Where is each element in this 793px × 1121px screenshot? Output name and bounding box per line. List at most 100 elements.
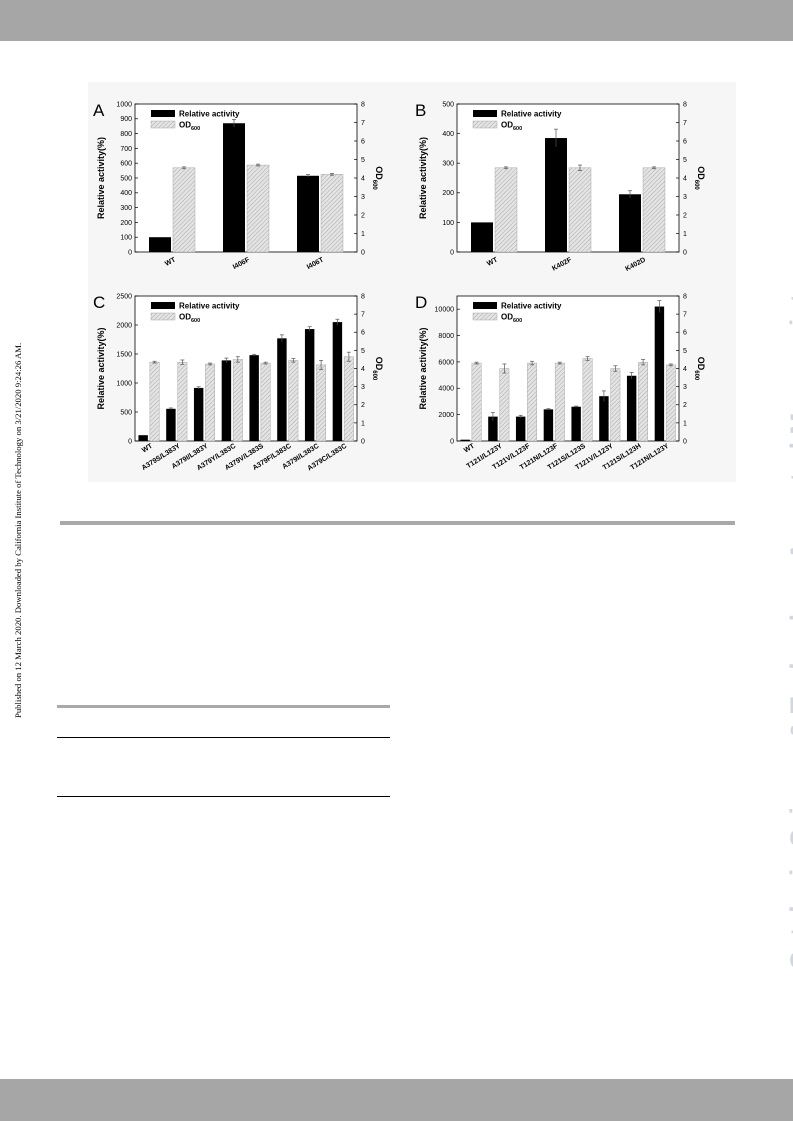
- y2-tick-label: 0: [361, 249, 365, 256]
- y2-axis-title: OD600: [693, 166, 706, 190]
- y2-tick-label: 7: [361, 312, 365, 319]
- y2-axis-title-main: OD: [374, 357, 384, 371]
- y-tick-label: 100: [120, 235, 132, 242]
- bar-relative-activity: [221, 360, 232, 441]
- y2-tick-label: 8: [683, 101, 687, 108]
- y-tick-label: 500: [120, 409, 132, 416]
- bar-od600: [172, 167, 196, 253]
- y-tick-label: 400: [120, 190, 132, 197]
- bar-od600: [320, 174, 344, 253]
- y-tick-label: 1000: [116, 101, 132, 108]
- legend-label-od600-main: OD: [501, 313, 513, 322]
- y-axis-title: Relative activity(%): [418, 137, 428, 219]
- bar-relative-activity: [654, 306, 665, 441]
- y2-axis-title-sub: 600: [371, 180, 377, 191]
- y-tick-label: 0: [128, 249, 132, 256]
- y-tick-label: 300: [120, 205, 132, 212]
- panel-letter: D: [415, 293, 427, 312]
- y2-tick-label: 2: [683, 402, 687, 409]
- bar-relative-activity: [193, 387, 204, 441]
- y2-tick-label: 6: [683, 138, 687, 145]
- legend-label-od600: OD600: [501, 121, 522, 133]
- chart-panel-c: 0 500 1000 1500 2000 2500 0 1 2 3 4 5 6 7 8 Relative ac…: [93, 293, 384, 472]
- accepted-manuscript-watermark: Catalysis Science & Technology Accepted …: [785, 293, 793, 970]
- chart-panel-b: 0 100 200 300 400 500 0 1 2 3 4 5 6 7 8 Relative activi…: [415, 101, 706, 273]
- bar-relative-activity: [304, 329, 315, 441]
- y-tick-label: 400: [442, 131, 454, 138]
- plot-frame: [134, 103, 358, 253]
- y2-axis-title: OD600: [693, 357, 706, 381]
- top-gray-bar: [0, 0, 793, 41]
- bar-od600: [494, 167, 518, 253]
- panel-letter: A: [93, 101, 105, 120]
- legend-swatch-relative-activity: [151, 110, 175, 117]
- bar-relative-activity: [488, 416, 498, 441]
- legend-swatch-od600: [472, 120, 498, 129]
- y2-tick-label: 7: [683, 120, 687, 127]
- legend-swatch-relative-activity: [151, 302, 175, 309]
- chart-panel-d: 0 2000 4000 6000 8000 10000 0 1 2 3 4 5 6 7 8 Relative …: [415, 293, 706, 472]
- bar-od600: [527, 362, 538, 442]
- y-tick-label: 1500: [116, 351, 132, 358]
- y2-axis-title-main: OD: [696, 166, 706, 180]
- bar-relative-activity: [149, 237, 171, 252]
- y-tick-label: 700: [120, 146, 132, 153]
- x-category-label: WT: [463, 442, 477, 454]
- bar-od600: [665, 364, 676, 442]
- legend-label-relative-activity: Relative activity: [179, 110, 240, 119]
- y2-tick-label: 7: [683, 312, 687, 319]
- bar-relative-activity: [249, 355, 259, 441]
- bar-relative-activity: [543, 409, 554, 441]
- bar-od600: [568, 167, 592, 253]
- bar-relative-activity: [277, 338, 287, 441]
- y2-axis-title-sub: 600: [693, 180, 699, 191]
- y-tick-label: 0: [128, 438, 132, 445]
- y2-tick-label: 2: [361, 402, 365, 409]
- y2-tick-label: 1: [683, 420, 687, 427]
- bar-relative-activity: [471, 222, 493, 252]
- y-tick-label: 2000: [438, 412, 454, 419]
- y-axis-title: Relative activity(%): [96, 327, 106, 409]
- y-tick-label: 2500: [116, 293, 132, 300]
- legend-label-od600-sub: 600: [191, 126, 200, 132]
- bar-relative-activity: [599, 396, 609, 441]
- x-category-label: WT: [486, 256, 500, 268]
- y-tick-label: 500: [120, 175, 132, 182]
- bar-relative-activity: [619, 194, 641, 252]
- bar-od600: [499, 368, 510, 442]
- legend-label-od600-sub: 600: [513, 318, 522, 324]
- bar-od600: [149, 361, 160, 442]
- y2-tick-label: 3: [683, 194, 687, 201]
- y2-tick-label: 5: [361, 348, 365, 355]
- bar-od600: [177, 361, 188, 442]
- y2-tick-label: 1: [361, 420, 365, 427]
- bar-relative-activity: [297, 175, 319, 252]
- bar-relative-activity: [460, 439, 470, 441]
- legend-label-od600-sub: 600: [191, 318, 200, 324]
- x-category-label: I406F: [232, 256, 252, 271]
- y2-tick-label: 4: [683, 175, 687, 182]
- legend-label-od600: OD600: [179, 313, 200, 325]
- y-tick-label: 100: [442, 220, 454, 227]
- y-axis-title: Relative activity(%): [96, 137, 106, 219]
- y2-tick-label: 2: [683, 212, 687, 219]
- x-category-label: K402F: [551, 256, 573, 272]
- y2-tick-label: 6: [361, 138, 365, 145]
- y2-tick-label: 5: [683, 348, 687, 355]
- y-tick-label: 200: [442, 190, 454, 197]
- bar-relative-activity: [545, 138, 567, 252]
- y2-tick-label: 0: [683, 249, 687, 256]
- bar-relative-activity: [571, 406, 581, 441]
- bar-od600: [232, 359, 243, 442]
- y-tick-label: 500: [442, 101, 454, 108]
- y-tick-label: 6000: [438, 359, 454, 366]
- bar-od600: [246, 164, 270, 253]
- y-tick-label: 800: [120, 131, 132, 138]
- panel-letter: B: [415, 101, 426, 120]
- y2-axis-title-sub: 600: [371, 370, 377, 381]
- legend-label-od600-sub: 600: [513, 126, 522, 132]
- table-top-rule: [57, 705, 390, 708]
- bar-relative-activity: [332, 322, 343, 441]
- y2-tick-label: 5: [683, 157, 687, 164]
- y2-tick-label: 6: [361, 330, 365, 337]
